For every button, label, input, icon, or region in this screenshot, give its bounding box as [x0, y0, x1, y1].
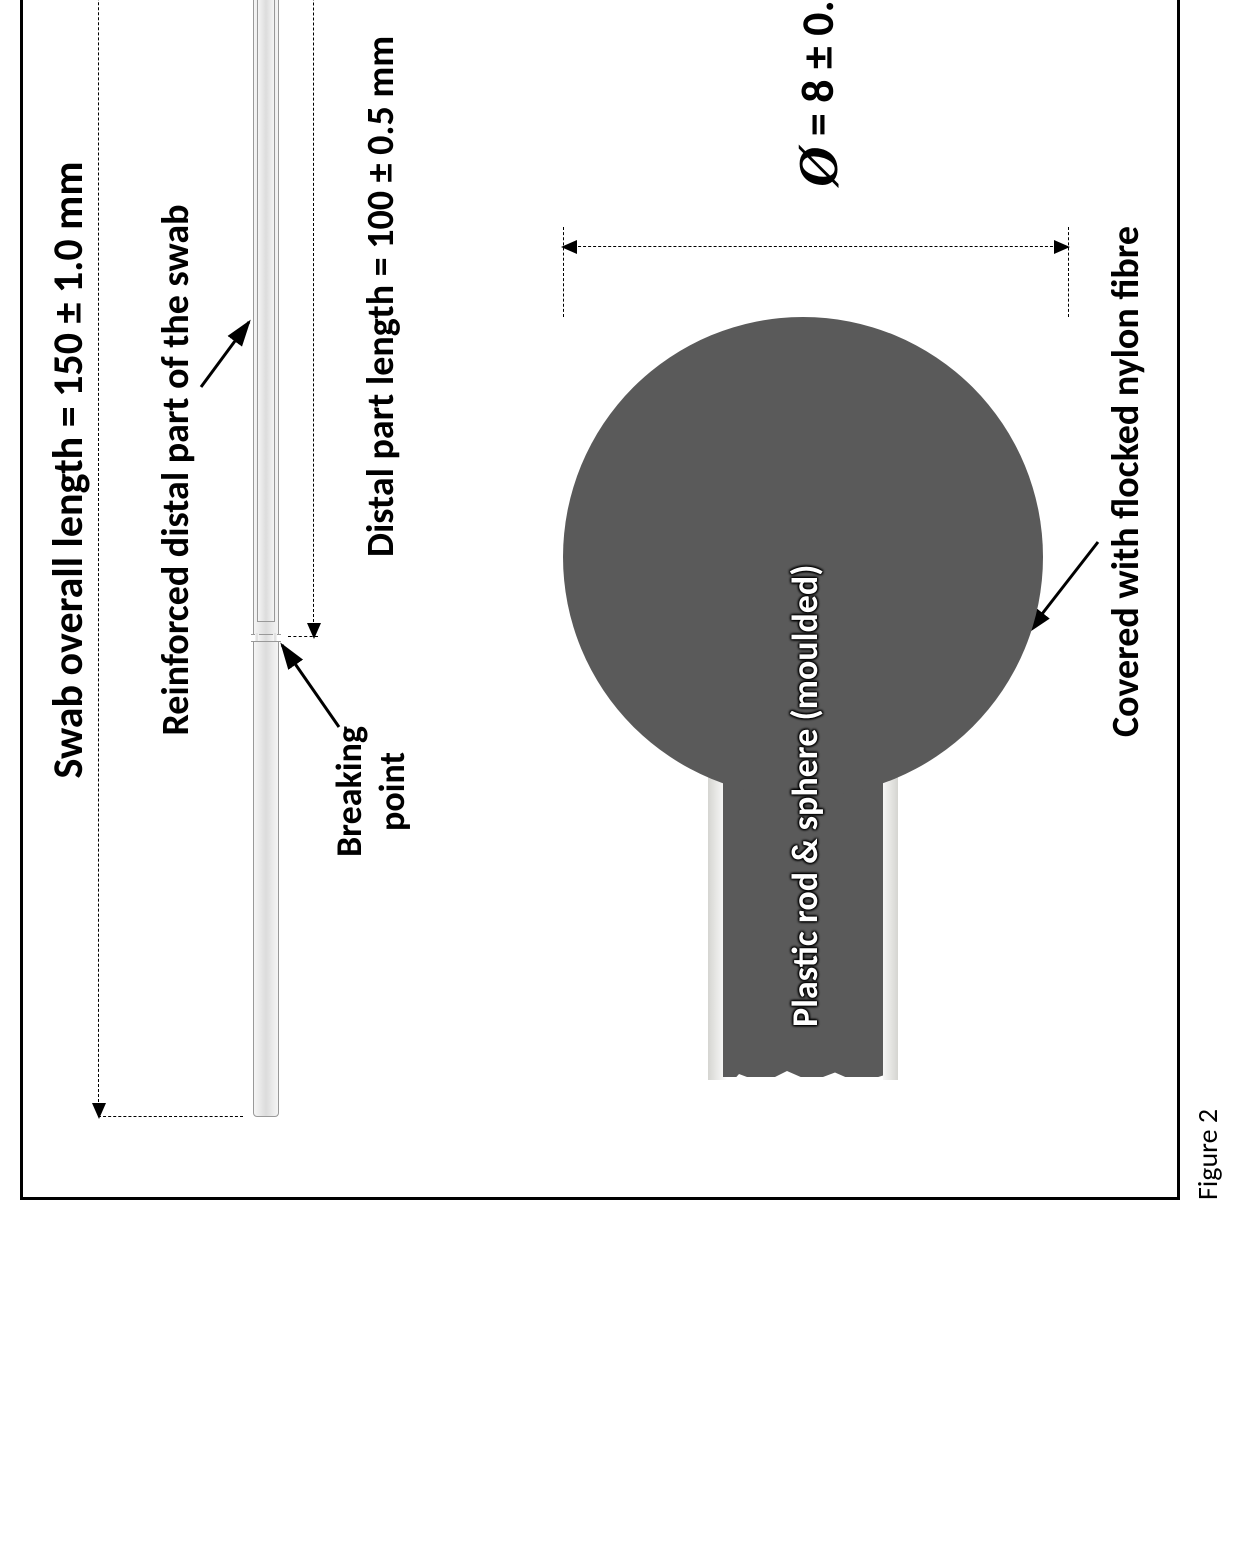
detail-moulded-label: Plastic rod & sphere (moulded)	[783, 377, 827, 1027]
diameter-label: Ø = 8 ± 0.5 mm	[783, 0, 847, 187]
dimension-overall	[98, 0, 138, 1117]
breaking-notch-fill	[258, 635, 274, 641]
overall-length-title: Swab overall length = 150 ± 1.0 mm	[43, 0, 94, 1197]
distal-length-label: Distal part length = 100 ± 0.5 mm	[358, 36, 404, 557]
reinforced-arrow-icon	[201, 307, 256, 387]
dimension-diameter	[563, 227, 1068, 267]
swab-detail-view: Plastic rod & sphere (moulded)	[543, 277, 1093, 1077]
dimension-distal	[313, 0, 314, 637]
reinforced-label: Reinforced distal part of the swab	[153, 0, 199, 1197]
breaking-line2: point	[370, 752, 414, 831]
breaking-arrow-icon	[279, 627, 349, 727]
breaking-point-label: Breaking point	[328, 726, 414, 857]
figure-caption: Figure 2	[1190, 1109, 1225, 1200]
diameter-value: = 8 ± 0.5 mm	[790, 0, 846, 147]
page-rotated: Swab overall length = 150 ± 1.0 mm Reinf…	[0, 0, 1240, 1240]
reinforced-shaft	[257, 0, 275, 622]
breaking-line1: Breaking	[327, 726, 371, 857]
phi-symbol: Ø	[788, 147, 850, 187]
figure-frame: Swab overall length = 150 ± 1.0 mm Reinf…	[20, 0, 1180, 1200]
covered-fibre-label: Covered with flocked nylon fibre	[1103, 226, 1149, 737]
